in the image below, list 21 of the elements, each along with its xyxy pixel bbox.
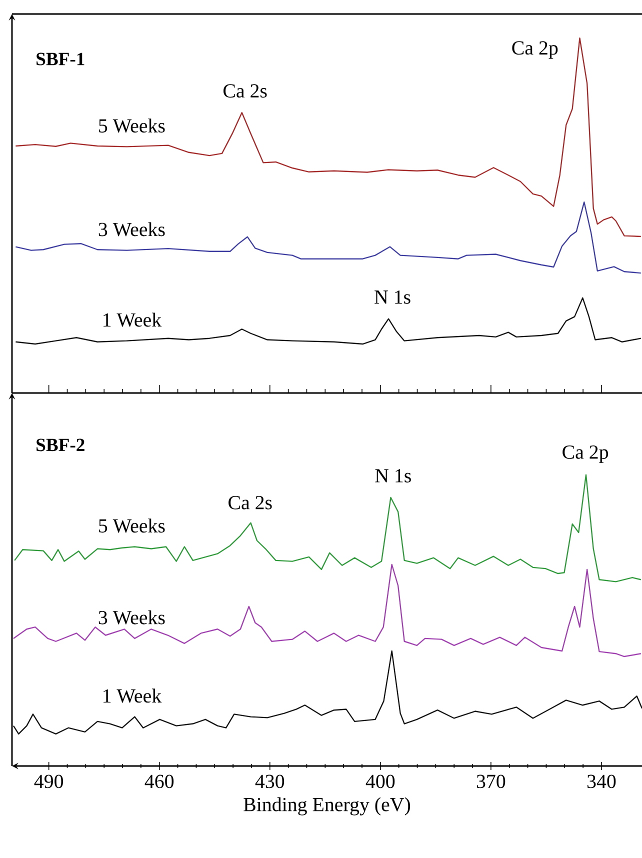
annotation: Ca 2s bbox=[223, 84, 267, 98]
series-label: 1 Week bbox=[104, 312, 162, 327]
annotation: N 1s bbox=[375, 469, 411, 482]
x-tick-label: 460 bbox=[144, 774, 174, 788]
x-tick-label: 340 bbox=[587, 774, 616, 788]
series-label: 3 Weeks bbox=[98, 610, 165, 624]
annotation: N 1s bbox=[374, 290, 410, 304]
x-axis-title: Binding Energy (eV) bbox=[244, 797, 410, 816]
x-tick-label: 490 bbox=[34, 774, 64, 788]
x-tick-label: 400 bbox=[366, 774, 395, 788]
text: Ca 2p bbox=[562, 445, 608, 463]
series-label: 1 Week bbox=[104, 688, 162, 703]
x-tick-label: 430 bbox=[255, 774, 284, 788]
series-label: 3 Weeks bbox=[98, 222, 165, 236]
chart-title: SBF-2 bbox=[36, 438, 84, 452]
text: SBF-1 bbox=[36, 52, 84, 66]
annotation: Ca 2s bbox=[228, 496, 272, 510]
annotation: Ca 2p bbox=[512, 41, 558, 59]
x-tick-label: 370 bbox=[476, 774, 506, 788]
series-label: 5 Weeks bbox=[99, 518, 165, 533]
series-label: 5 Weeks bbox=[99, 118, 165, 133]
